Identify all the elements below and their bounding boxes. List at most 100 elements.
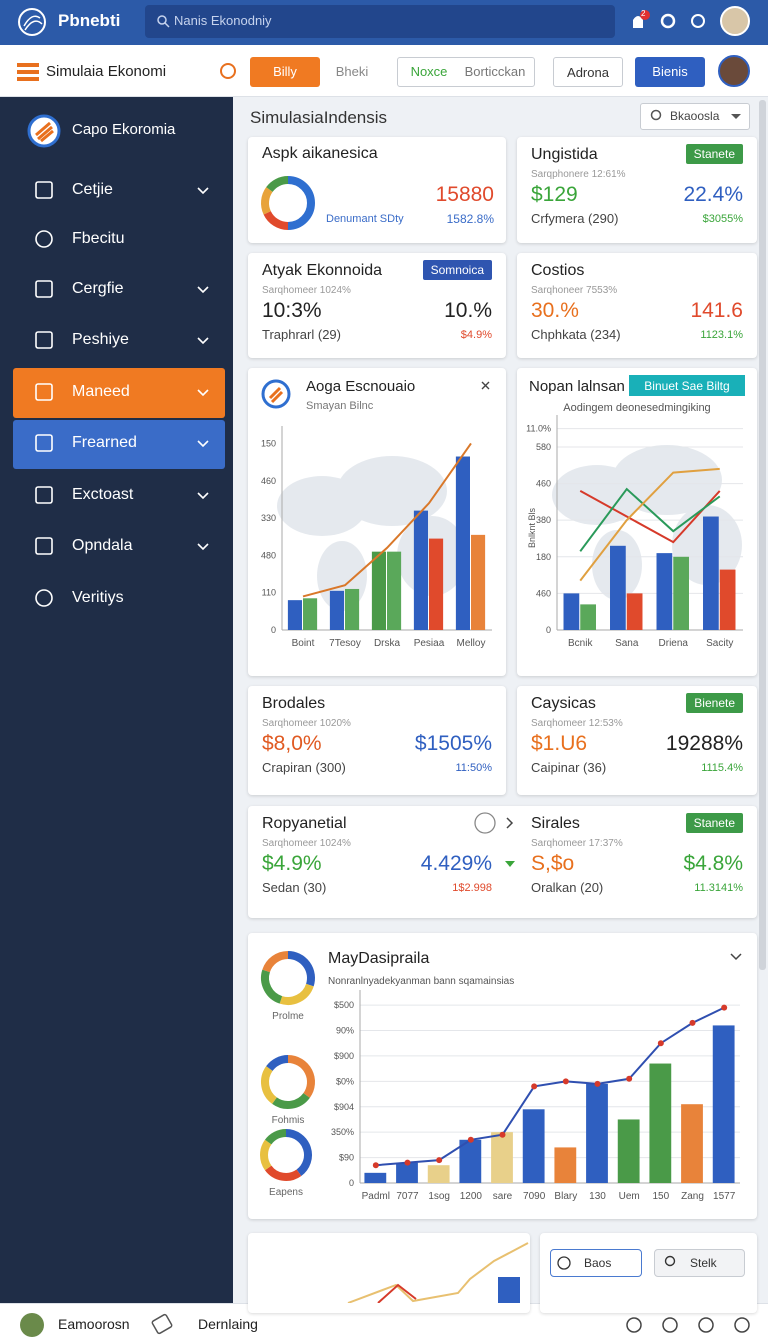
bar: [719, 569, 736, 630]
icon-shape: [35, 230, 53, 248]
x-tick-label: 7Tesoy: [329, 638, 361, 649]
logo-lines: [23, 15, 43, 31]
card-change: 11.3141%: [694, 882, 743, 894]
line-marker: [372, 1162, 379, 1169]
y-tick-label: 0: [349, 1178, 354, 1188]
card-subtitle: Sarqhomeer 17:37%: [531, 838, 623, 849]
menu-icon: [17, 63, 39, 81]
card-value: S,$o: [531, 852, 575, 875]
nav-item[interactable]: Cetjie: [72, 181, 113, 198]
search-box[interactable]: [145, 5, 615, 38]
chevron-path: [197, 440, 209, 448]
x-tick-label: 1sog: [428, 1191, 450, 1202]
summary-donut: [261, 176, 315, 230]
chart-title: MayDasipraila: [328, 950, 429, 967]
toolbar-button[interactable]: Bienis: [635, 57, 705, 87]
nav-icon: [35, 181, 53, 199]
toolbar-button[interactable]: Borticckan: [464, 64, 526, 79]
donut-segment: [287, 1055, 315, 1098]
nav-item[interactable]: Fbecitu: [72, 230, 125, 247]
toolbar-button[interactable]: Noxce: [410, 64, 448, 79]
nav-icon: [35, 331, 53, 349]
toolbar-button[interactable]: Adrona: [553, 57, 623, 87]
wide-panel: [248, 806, 757, 918]
x-tick-label: 1577: [713, 1191, 736, 1202]
nav-item[interactable]: Veritiys: [72, 589, 124, 606]
menu-bar: [17, 77, 39, 81]
donut-segment: [266, 176, 289, 193]
bottom-icon: [734, 1317, 750, 1333]
caret: [731, 114, 741, 119]
y-tick-label: 350%: [331, 1127, 354, 1137]
donut-segment: [266, 1055, 289, 1072]
chart-subtitle: Smayan Bilnc: [306, 400, 374, 412]
menu-bar: [17, 70, 39, 74]
search-button[interactable]: [654, 1249, 745, 1277]
handle: [164, 22, 170, 28]
chart-subtitle: Nonranlnyadekyanman bann sqamainsias: [328, 976, 514, 987]
dropdown[interactable]: [640, 103, 750, 130]
card-value: $129: [531, 183, 578, 206]
x-tick-label: 150: [652, 1191, 669, 1202]
bar: [413, 510, 428, 630]
line-marker: [436, 1157, 443, 1164]
stat-card: Ungistida Stanete Sarqphonere 12:61% $129 22…: [517, 137, 757, 243]
brand-ring: [27, 114, 61, 148]
y-tick-label: 0: [271, 625, 276, 635]
card-value: $1.U6: [531, 732, 588, 755]
bar: [522, 1109, 545, 1183]
nav-item[interactable]: Cergfie: [72, 280, 124, 297]
summary-title: Aspk aikanesica: [262, 145, 378, 162]
nav-item[interactable]: Opndala: [72, 537, 133, 554]
bottom-link[interactable]: Dernlaing: [198, 1316, 258, 1332]
card-footnote: Traphrarl (29): [262, 327, 341, 342]
clock-icon: [220, 63, 236, 79]
donut-segment: [287, 176, 315, 230]
compass-icon: [474, 812, 496, 834]
bottom-user[interactable]: Eamoorosn: [58, 1316, 130, 1332]
sidebar-brand: Capo Ekoromia: [72, 121, 176, 138]
nav-item[interactable]: Maneed: [72, 383, 130, 400]
input-text: Baos: [584, 1256, 612, 1270]
card-footnote: Crfymera (290): [531, 211, 619, 226]
nav-icon: [35, 383, 53, 401]
nav-icon: [35, 230, 53, 248]
donut-label: Fohmis: [272, 1115, 305, 1126]
nav-item[interactable]: Frearned: [72, 434, 137, 451]
donut-segment: [260, 1139, 272, 1171]
input-box[interactable]: [550, 1249, 642, 1277]
card-badge: Stanete: [685, 813, 743, 833]
partial-chart: [347, 1242, 529, 1303]
y-tick-label: 0: [546, 625, 551, 635]
nav-item[interactable]: Peshiye: [72, 331, 129, 348]
line-series: [579, 467, 720, 582]
info-icon: [691, 14, 705, 28]
card-value: 30.%: [531, 299, 579, 322]
chevron-path: [197, 187, 209, 195]
donut-segment: [261, 969, 283, 1004]
summary-label: Denumant SDty: [326, 213, 404, 225]
icon-shape: [35, 537, 53, 555]
nav-item[interactable]: Exctoast: [72, 486, 134, 503]
line-marker: [689, 1019, 696, 1026]
stat-card: Sirales Stanete Sarqhomeer 17:37% S,$o $4.8%…: [517, 806, 757, 918]
bottom-icon: [662, 1317, 678, 1333]
x-tick-label: Bcnik: [568, 638, 593, 649]
menu-bar: [17, 63, 39, 67]
toolbar-button[interactable]: Bheki: [335, 64, 369, 79]
chevron: [197, 543, 209, 551]
bar: [649, 1063, 672, 1183]
bar: [491, 1132, 513, 1183]
search-placeholder: Nanis Ekonodniy: [174, 13, 272, 28]
card-footnote: Chphkata (234): [531, 327, 621, 342]
card-value-secondary: 22.4%: [683, 183, 743, 206]
chevron-path: [197, 543, 209, 551]
stat-card: Brodales Sarqhomeer 1020% $8,0% $1505% Crapi…: [248, 686, 506, 795]
donut-segment: [287, 951, 315, 987]
card-subtitle: Sarqhomeer 1024%: [262, 838, 351, 849]
icon-shape: [35, 434, 53, 452]
x-tick-label: Blary: [554, 1191, 577, 1202]
notification-count: 2: [641, 9, 646, 18]
card-badge: Stanete: [685, 144, 743, 164]
toolbar-button[interactable]: Billy: [250, 57, 320, 87]
